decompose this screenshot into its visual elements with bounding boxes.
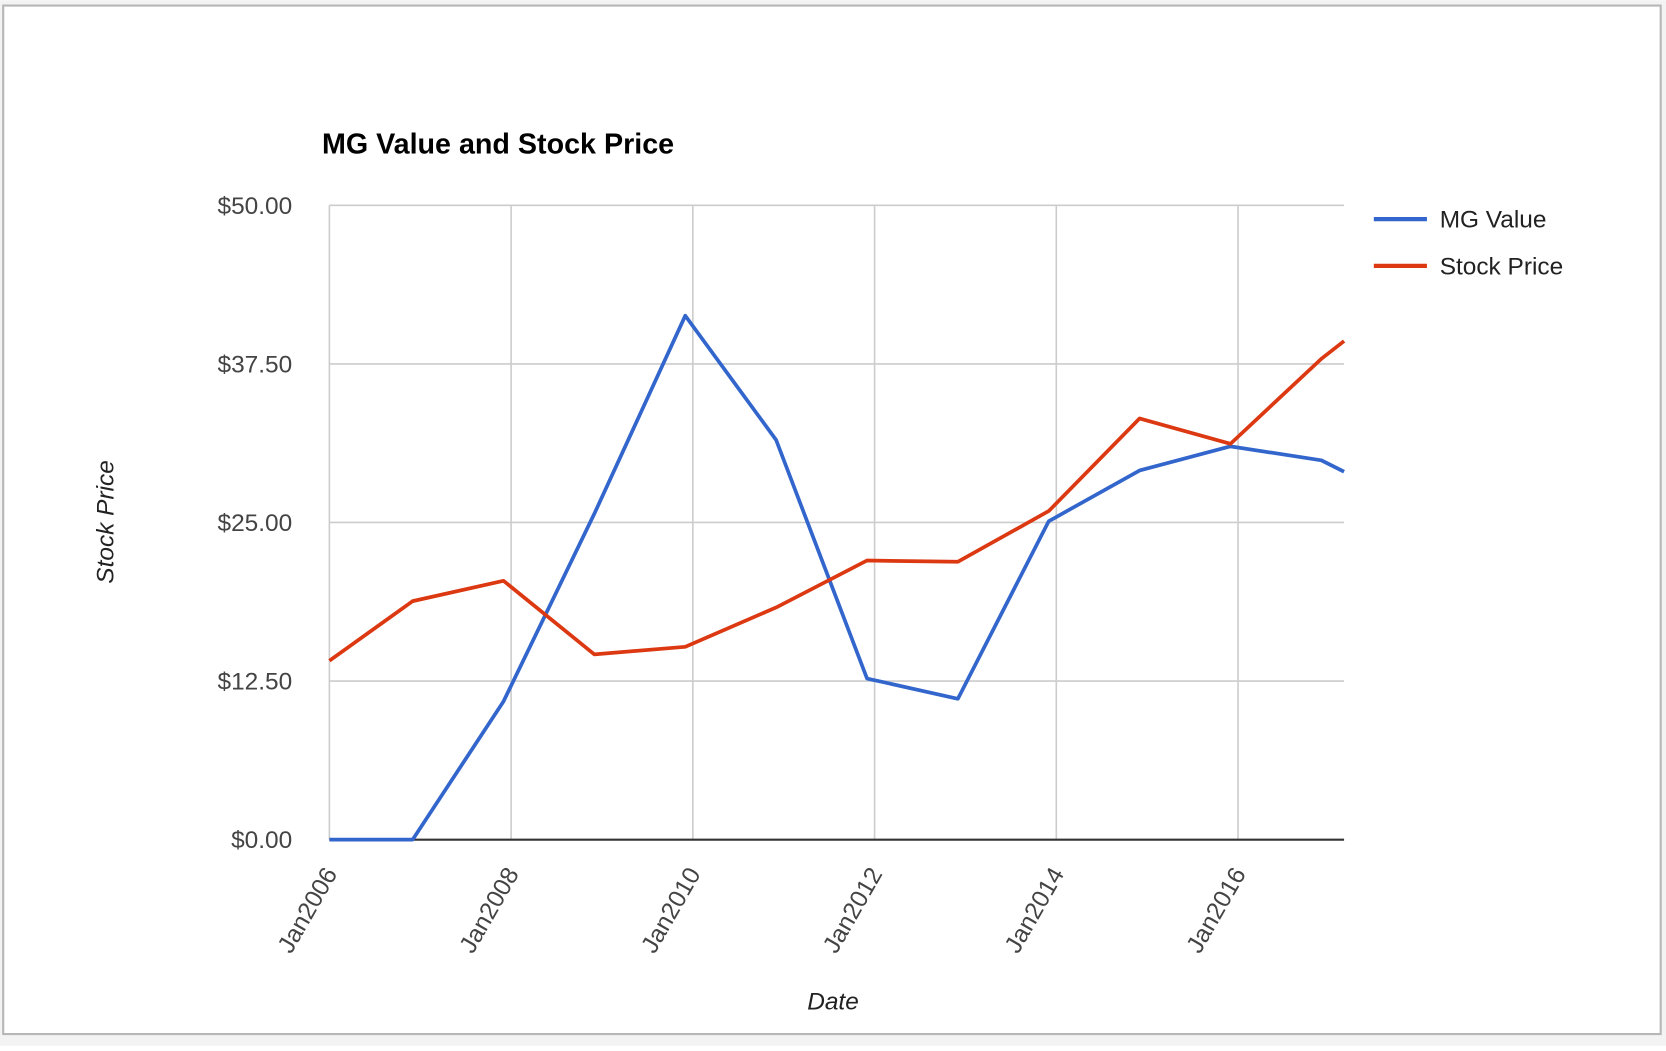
chart-title: MG Value and Stock Price [322, 128, 674, 160]
y-tick-label: $25.00 [217, 510, 292, 537]
y-tick-label: $0.00 [231, 827, 292, 854]
legend-label: Stock Price [1440, 253, 1564, 280]
x-axis-title: Date [807, 989, 859, 1016]
y-tick-label: $12.50 [217, 669, 292, 696]
y-axis-title: Stock Price [93, 460, 120, 584]
y-tick-label: $37.50 [217, 351, 292, 378]
series-line [329, 313, 1345, 842]
legend-label: MG Value [1440, 207, 1547, 234]
series-line [328, 339, 1346, 663]
chart-frame [2, 4, 1662, 1036]
y-tick-label: $50.00 [217, 193, 292, 220]
